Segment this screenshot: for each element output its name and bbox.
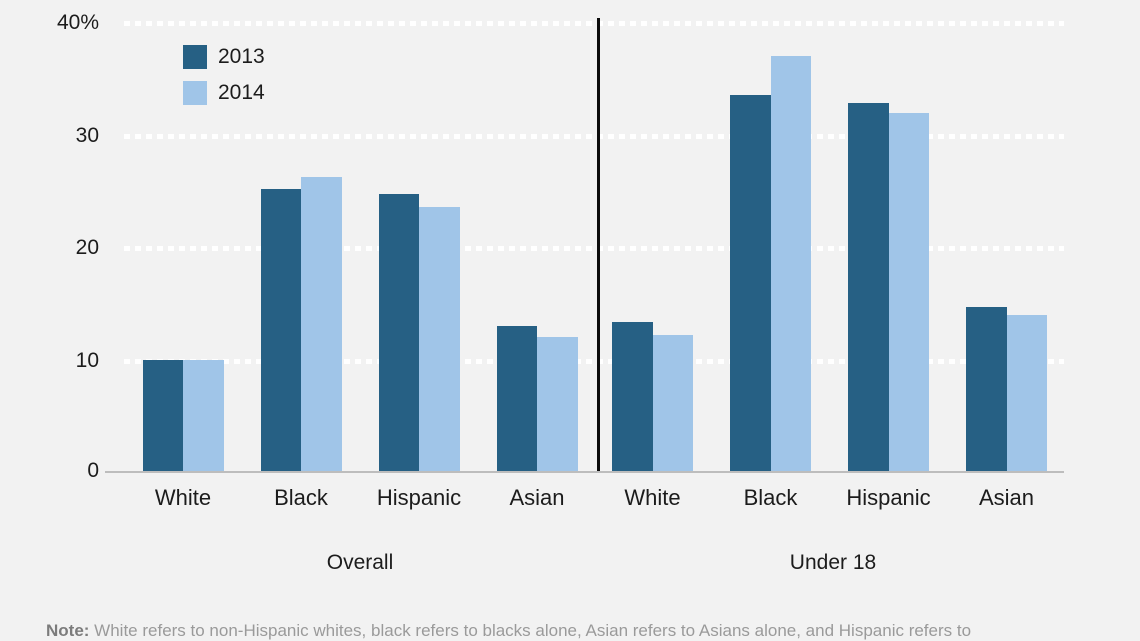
bar-overall-asian-2014 — [537, 337, 578, 472]
footnote-label: Note: — [46, 621, 90, 640]
x-axis-line — [105, 471, 1064, 473]
y-tick-0: 0 — [87, 459, 99, 482]
gridline-40 — [124, 21, 1064, 26]
legend-item-2014: 2014 — [183, 81, 265, 105]
legend-swatch-2014 — [183, 81, 207, 105]
bar-under18-asian-2014 — [1006, 314, 1047, 472]
y-tick-40: 40% — [56, 11, 99, 34]
bar-under18-hispanic-2014 — [888, 113, 929, 472]
bar-overall-white-2014 — [183, 359, 224, 472]
bar-under18-black-2014 — [770, 55, 811, 472]
category-label-overall-white: White — [154, 485, 212, 510]
y-tick-30: 30 — [75, 124, 99, 147]
legend: 2013 2014 — [183, 45, 265, 117]
bar-under18-asian-2013 — [966, 306, 1007, 472]
legend-label-2013: 2013 — [218, 45, 265, 68]
bar-under18-white-2014 — [652, 334, 693, 472]
category-label-under18-white: White — [624, 485, 681, 510]
gridline-20 — [124, 246, 1064, 251]
category-label-under18-black: Black — [743, 485, 798, 510]
bar-overall-white-2013 — [142, 359, 183, 472]
footnote-text: White refers to non-Hispanic whites, bla… — [89, 621, 972, 640]
category-label-under18-asian: Asian — [978, 485, 1035, 510]
category-label-overall-hispanic: Hispanic — [376, 485, 462, 510]
panel-label-under18: Under 18 — [789, 551, 877, 574]
bar-overall-hispanic-2013 — [378, 194, 419, 472]
y-tick-10: 10 — [75, 349, 99, 372]
bar-overall-black-2014 — [301, 177, 342, 472]
panel-divider-line — [597, 18, 600, 473]
gridline-30 — [124, 134, 1064, 139]
category-label-under18-hispanic: Hispanic — [846, 485, 931, 510]
legend-label-2014: 2014 — [218, 81, 265, 104]
y-tick-20: 20 — [75, 236, 99, 259]
bar-overall-asian-2013 — [496, 325, 537, 472]
category-label-overall-black: Black — [274, 485, 328, 510]
legend-item-2013: 2013 — [183, 45, 265, 69]
bar-under18-black-2013 — [730, 95, 771, 472]
category-label-overall-asian: Asian — [509, 485, 565, 510]
footnote: Note: White refers to non-Hispanic white… — [46, 620, 1126, 641]
legend-swatch-2013 — [183, 45, 207, 69]
bar-overall-black-2013 — [260, 188, 301, 472]
bar-overall-hispanic-2014 — [419, 206, 460, 472]
gridline-10 — [124, 359, 1064, 364]
bar-under18-white-2013 — [612, 322, 653, 472]
panel-label-overall: Overall — [326, 551, 394, 574]
bar-under18-hispanic-2013 — [848, 103, 889, 472]
